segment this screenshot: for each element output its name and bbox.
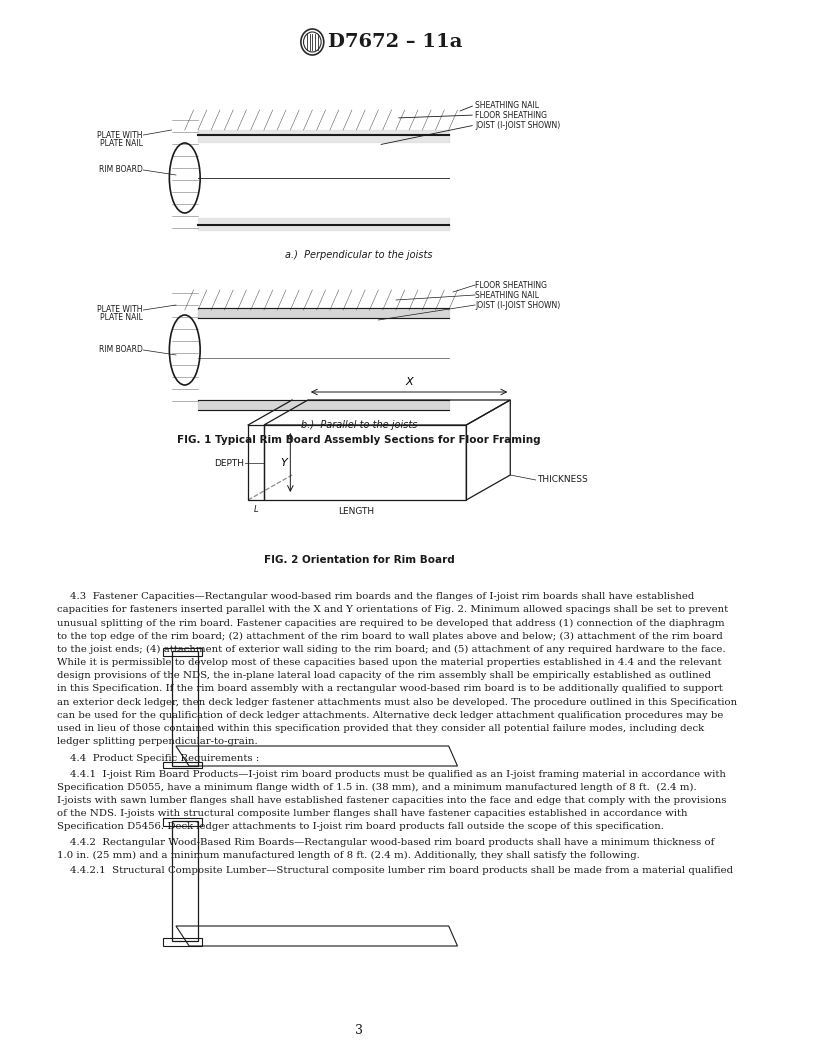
Text: design provisions of the NDS, the in-plane lateral load capacity of the rim asse: design provisions of the NDS, the in-pla… bbox=[57, 672, 712, 680]
Text: Y: Y bbox=[280, 458, 286, 468]
Text: SHEATHING NAIL: SHEATHING NAIL bbox=[475, 290, 539, 300]
Text: RIM BOARD: RIM BOARD bbox=[99, 166, 143, 174]
Text: FLOOR SHEATHING: FLOOR SHEATHING bbox=[475, 281, 547, 289]
Text: D7672 – 11a: D7672 – 11a bbox=[328, 33, 463, 51]
Text: ledger splitting perpendicular-to-grain.: ledger splitting perpendicular-to-grain. bbox=[57, 737, 258, 747]
Text: I-joists with sawn lumber flanges shall have established fastener capacities int: I-joists with sawn lumber flanges shall … bbox=[57, 796, 727, 805]
Text: used in lieu of those contained within this specification provided that they con: used in lieu of those contained within t… bbox=[57, 724, 704, 733]
Text: PLATE NAIL: PLATE NAIL bbox=[100, 314, 143, 322]
Text: DEPTH: DEPTH bbox=[214, 458, 244, 468]
Text: FLOOR SHEATHING: FLOOR SHEATHING bbox=[475, 111, 547, 119]
Text: PLATE WITH: PLATE WITH bbox=[97, 305, 143, 315]
Text: L: L bbox=[254, 506, 259, 514]
Text: LENGTH: LENGTH bbox=[339, 508, 375, 516]
Text: to the top edge of the rim board; (2) attachment of the rim board to wall plates: to the top edge of the rim board; (2) at… bbox=[57, 631, 723, 641]
Text: 4.4  Product Specific Requirements :: 4.4 Product Specific Requirements : bbox=[57, 754, 259, 763]
Text: in this Specification. If the rim board assembly with a rectangular wood-based r: in this Specification. If the rim board … bbox=[57, 684, 723, 694]
Text: capacities for fasteners inserted parallel with the X and Y orientations of Fig.: capacities for fasteners inserted parall… bbox=[57, 605, 729, 615]
Text: X: X bbox=[406, 377, 413, 386]
Text: b.)  Parallel to the joists: b.) Parallel to the joists bbox=[301, 420, 417, 430]
Text: SHEATHING NAIL: SHEATHING NAIL bbox=[475, 100, 539, 110]
Text: can be used for the qualification of deck ledger attachments. Alternative deck l: can be used for the qualification of dec… bbox=[57, 711, 724, 720]
Text: Specification D5456. Deck ledger attachments to I-joist rim board products fall : Specification D5456. Deck ledger attachm… bbox=[57, 823, 664, 831]
Text: FIG. 2 Orientation for Rim Board: FIG. 2 Orientation for Rim Board bbox=[264, 555, 455, 565]
Text: RIM BOARD: RIM BOARD bbox=[99, 345, 143, 355]
Text: THICKNESS: THICKNESS bbox=[537, 475, 588, 485]
Text: 1.0 in. (25 mm) and a minimum manufactured length of 8 ft. (2.4 m). Additionally: 1.0 in. (25 mm) and a minimum manufactur… bbox=[57, 851, 640, 860]
Text: an exterior deck ledger, then deck ledger fastener attachments must also be deve: an exterior deck ledger, then deck ledge… bbox=[57, 698, 738, 706]
Text: 4.3  Fastener Capacities—Rectangular wood-based rim boards and the flanges of I-: 4.3 Fastener Capacities—Rectangular wood… bbox=[57, 592, 694, 601]
Text: JOIST (I-JOIST SHOWN): JOIST (I-JOIST SHOWN) bbox=[475, 120, 561, 130]
Text: of the NDS. I-joists with structural composite lumber flanges shall have fastene: of the NDS. I-joists with structural com… bbox=[57, 809, 688, 818]
Text: 4.4.2  Rectangular Wood-Based Rim Boards—Rectangular wood-based rim board produc: 4.4.2 Rectangular Wood-Based Rim Boards—… bbox=[57, 837, 715, 847]
Text: FIG. 1 Typical Rim Board Assembly Sections for Floor Framing: FIG. 1 Typical Rim Board Assembly Sectio… bbox=[177, 435, 541, 445]
Text: 3: 3 bbox=[355, 1023, 363, 1037]
Text: Specification D5055, have a minimum flange width of 1.5 in. (38 mm), and a minim: Specification D5055, have a minimum flan… bbox=[57, 782, 697, 792]
Text: a.)  Perpendicular to the joists: a.) Perpendicular to the joists bbox=[286, 250, 432, 260]
Text: to the joist ends; (4) attachment of exterior wall siding to the rim board; and : to the joist ends; (4) attachment of ext… bbox=[57, 645, 725, 654]
Text: 4.4.1  I-joist Rim Board Products—I-joist rim board products must be qualified a: 4.4.1 I-joist Rim Board Products—I-joist… bbox=[57, 770, 726, 778]
Text: unusual splitting of the rim board. Fastener capacities are required to be devel: unusual splitting of the rim board. Fast… bbox=[57, 619, 725, 627]
Text: While it is permissible to develop most of these capacities based upon the mater: While it is permissible to develop most … bbox=[57, 658, 721, 667]
Text: JOIST (I-JOIST SHOWN): JOIST (I-JOIST SHOWN) bbox=[475, 301, 561, 309]
Text: PLATE WITH: PLATE WITH bbox=[97, 131, 143, 139]
Text: 4.4.2.1  Structural Composite Lumber—Structural composite lumber rim board produ: 4.4.2.1 Structural Composite Lumber—Stru… bbox=[57, 866, 734, 875]
Text: PLATE NAIL: PLATE NAIL bbox=[100, 138, 143, 148]
